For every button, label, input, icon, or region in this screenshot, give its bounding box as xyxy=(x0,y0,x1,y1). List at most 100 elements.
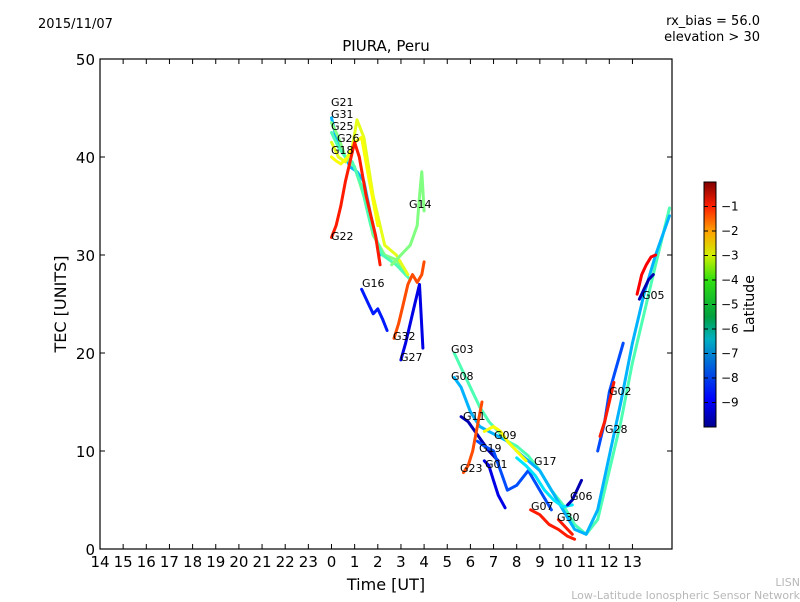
x-tick-label: 16 xyxy=(137,553,156,571)
x-tick-label: 15 xyxy=(114,553,133,571)
x-tick-label: 22 xyxy=(276,553,295,571)
series-line-g22 xyxy=(330,140,382,267)
colorbar-tick-label: −7 xyxy=(721,347,739,361)
series-line-g23 xyxy=(462,400,484,475)
y-tick-label: 0 xyxy=(85,541,95,559)
plot-frame xyxy=(99,58,673,550)
x-tick-label: 0 xyxy=(327,553,337,571)
prn-label: G28 xyxy=(605,423,628,436)
prn-label: G03 xyxy=(451,343,474,356)
series-line-g07 xyxy=(529,508,577,541)
colorbar-ticks: −1 −2 −3 −4 −5 −6 −7 −8 −9 xyxy=(704,200,739,410)
colorbar-tick-label: −6 xyxy=(721,322,739,336)
x-tick-label: 18 xyxy=(183,553,202,571)
footer-credit: LISN Low-Latitude Ionospheric Sensor Net… xyxy=(571,576,800,602)
prn-label: G25 xyxy=(331,120,354,133)
colorbar-tick-label: −9 xyxy=(721,396,739,410)
colorbar-tick-label: −8 xyxy=(721,371,739,385)
y-tick-label: 10 xyxy=(76,443,95,461)
x-tick-label: 20 xyxy=(229,553,248,571)
prn-label: G05 xyxy=(642,289,665,302)
colorbar-tick-label: −1 xyxy=(721,200,739,214)
series-line-g14 xyxy=(390,170,426,267)
x-tick-label: 1 xyxy=(350,553,360,571)
prn-label: G31 xyxy=(331,108,354,121)
colorbar-tick-label: −4 xyxy=(721,273,739,287)
series-line-g16 xyxy=(360,287,389,332)
series-layer xyxy=(330,116,671,541)
footer-line-1: LISN xyxy=(775,576,800,589)
series-line-g11 xyxy=(459,415,500,463)
series-line-g30 xyxy=(556,518,574,536)
y-tick-label: 20 xyxy=(76,345,95,363)
series-line-g05 xyxy=(637,273,655,301)
x-axis: 14 15 16 17 18 19 20 21 22 23 0 1 2 3 4 5 6 7 8 9 10 11 12 13 xyxy=(90,59,642,571)
y-tick-label: 50 xyxy=(76,51,95,69)
y-tick-label: 40 xyxy=(76,149,95,167)
series-line-g01 xyxy=(482,459,507,510)
x-tick-label: 3 xyxy=(396,553,406,571)
x-tick-label: 6 xyxy=(466,553,476,571)
colorbar-tick-label: −2 xyxy=(721,224,739,238)
x-tick-label: 19 xyxy=(206,553,225,571)
colorbar-tick-label: −5 xyxy=(721,298,739,312)
series-line-g32 xyxy=(392,260,426,340)
date-label: 2015/11/07 xyxy=(38,17,113,32)
series-line-g17 xyxy=(515,456,574,509)
x-axis-label: Time [UT] xyxy=(346,575,425,594)
prn-label: G21 xyxy=(331,96,354,109)
series-line-g25 xyxy=(330,131,412,281)
meta-info: rx_bias = 56.0 elevation > 30 xyxy=(664,14,760,46)
prn-label: G32 xyxy=(393,330,416,343)
x-tick-label: 8 xyxy=(512,553,522,571)
series-line-g28 xyxy=(598,380,616,438)
series-line-g06 xyxy=(566,478,583,507)
x-tick-label: 4 xyxy=(419,553,429,571)
series-line-g03 xyxy=(452,206,671,536)
x-tick-label: 12 xyxy=(600,553,619,571)
prn-label: G19 xyxy=(479,442,502,455)
y-axis-label: TEC [UNITS] xyxy=(51,256,70,354)
x-tick-label: 23 xyxy=(299,553,318,571)
x-tick-label: 14 xyxy=(90,553,109,571)
x-tick-label: 5 xyxy=(442,553,452,571)
y-tick-label: 30 xyxy=(76,247,95,265)
chart-title: PIURA, Peru xyxy=(342,37,430,55)
prn-label: G23 xyxy=(460,462,483,475)
prn-label: G30 xyxy=(557,511,580,524)
prn-label: G17 xyxy=(534,455,557,468)
x-tick-label: 17 xyxy=(160,553,179,571)
x-tick-label: 21 xyxy=(253,553,272,571)
prn-label: G01 xyxy=(485,458,508,471)
x-tick-label: 2 xyxy=(373,553,383,571)
colorbar-label: Latitude xyxy=(742,275,758,333)
x-tick-label: 10 xyxy=(553,553,572,571)
footer-line-2: Low-Latitude Ionospheric Sensor Network xyxy=(571,589,800,602)
prn-label: G16 xyxy=(362,277,385,290)
x-tick-label: 9 xyxy=(535,553,545,571)
prn-label: G14 xyxy=(409,198,432,211)
x-tick-label: 13 xyxy=(623,553,642,571)
colorbar-tick-label: −3 xyxy=(721,249,739,263)
prn-label: G22 xyxy=(331,230,354,243)
series-line-g18 xyxy=(330,135,380,228)
x-tick-label: 7 xyxy=(489,553,499,571)
series-line-g19 xyxy=(475,439,553,512)
rx-bias-label: rx_bias = 56.0 xyxy=(666,14,760,29)
prn-label: G08 xyxy=(451,370,474,383)
series-line-g05b xyxy=(635,253,658,296)
series-line-g27 xyxy=(399,282,425,362)
prn-label: G11 xyxy=(463,410,486,423)
prn-label: G26 xyxy=(337,132,360,145)
series-line-g09 xyxy=(482,425,528,463)
prn-label: G06 xyxy=(570,490,593,503)
y-axis: 0 10 20 30 40 50 xyxy=(76,51,672,559)
prn-label: G07 xyxy=(531,500,554,513)
prn-label: G27 xyxy=(400,351,423,364)
series-line-g26 xyxy=(330,118,410,277)
x-tick-label: 11 xyxy=(577,553,596,571)
series-line-g08 xyxy=(452,214,671,536)
elevation-label: elevation > 30 xyxy=(664,30,760,45)
